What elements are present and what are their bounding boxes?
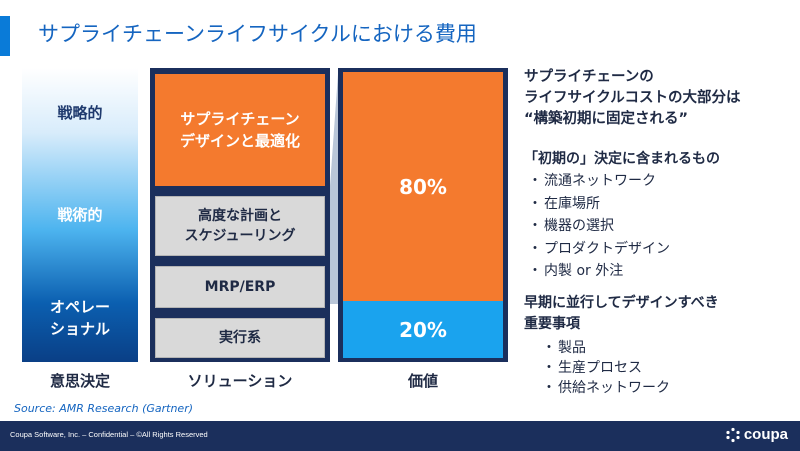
- decision-operational-line1: オペレー: [49, 298, 110, 316]
- decision-level-column: 戦略的 戦術的 オペレー ショナル: [22, 68, 138, 362]
- key-message-line1: サプライチェーンの: [524, 69, 654, 85]
- list-item: ・プロダクトデザイン: [528, 240, 670, 257]
- value-early-percent: 80%: [399, 174, 447, 199]
- solution-mrp-box: MRP/ERP: [155, 266, 325, 308]
- list-item: ・製品: [542, 340, 586, 356]
- solution-planning-line2: スケジューリング: [184, 228, 296, 244]
- value-later-percent: 20%: [399, 317, 447, 342]
- slide-title: サプライチェーンライフサイクルにおける費用: [38, 22, 477, 46]
- key-message: サプライチェーンの ライフサイクルコストの大部分は “構築初期に固定される”: [524, 67, 740, 130]
- parallel-design-list: ・製品 ・生産プロセス ・供給ネットワーク: [542, 338, 670, 398]
- parallel-design-heading: 早期に並行してデザインすべき 重要事項: [524, 293, 719, 335]
- footer-bar: Coupa Software, Inc. – Confidential – ©A…: [0, 421, 800, 451]
- decision-strategic: 戦略的: [57, 104, 103, 122]
- list-item: ・在庫場所: [528, 195, 600, 212]
- solution-design-line2: デザインと最適化: [179, 132, 300, 150]
- coupa-logo-text: coupa: [743, 426, 788, 443]
- connector-shape: [330, 74, 338, 304]
- list-item: ・流通ネットワーク: [528, 173, 656, 189]
- list-item: ・供給ネットワーク: [542, 380, 670, 396]
- list-item: ・生産プロセス: [542, 360, 642, 376]
- column-label-decision: 意思決定: [49, 372, 110, 390]
- decision-tactical: 戦術的: [57, 206, 103, 224]
- parallel-design-heading-line1: 早期に並行してデザインすべき: [524, 295, 719, 311]
- title-accent-bar: [0, 16, 10, 56]
- solution-planning-box: 高度な計画と スケジューリング: [155, 196, 325, 256]
- solution-execution-box: 実行系: [155, 318, 325, 358]
- value-bar-early: 80%: [343, 72, 503, 301]
- early-decisions-list: ・流通ネットワーク ・在庫場所 ・機器の選択 ・プロダクトデザイン ・内製 or…: [528, 170, 670, 283]
- decision-operational: オペレー ショナル: [22, 296, 138, 340]
- solution-design-line1: サプライチェーン: [180, 110, 300, 128]
- early-decisions-heading: 「初期の」決定に含まれるもの: [524, 151, 720, 167]
- coupa-logo-icon: [726, 427, 740, 442]
- list-item: ・機器の選択: [528, 218, 614, 234]
- key-message-line3: “構築初期に固定される”: [524, 111, 689, 127]
- column-label-solution: ソリューション: [187, 372, 293, 390]
- solution-planning-line1: 高度な計画と: [198, 208, 282, 224]
- parallel-design-heading-line2: 重要事項: [524, 316, 580, 332]
- footer-confidential: Coupa Software, Inc. – Confidential – ©A…: [10, 430, 208, 439]
- solution-design-box: サプライチェーン デザインと最適化: [155, 74, 325, 186]
- source-note: Source: AMR Research (Gartner): [14, 402, 194, 415]
- coupa-logo: coupa: [725, 426, 788, 443]
- list-item: ・内製 or 外注: [528, 263, 624, 279]
- decision-operational-line2: ショナル: [49, 320, 110, 338]
- value-bar-later: 20%: [343, 301, 503, 358]
- key-message-line2: ライフサイクルコストの大部分は: [524, 90, 741, 106]
- column-label-value: 価値: [407, 372, 438, 390]
